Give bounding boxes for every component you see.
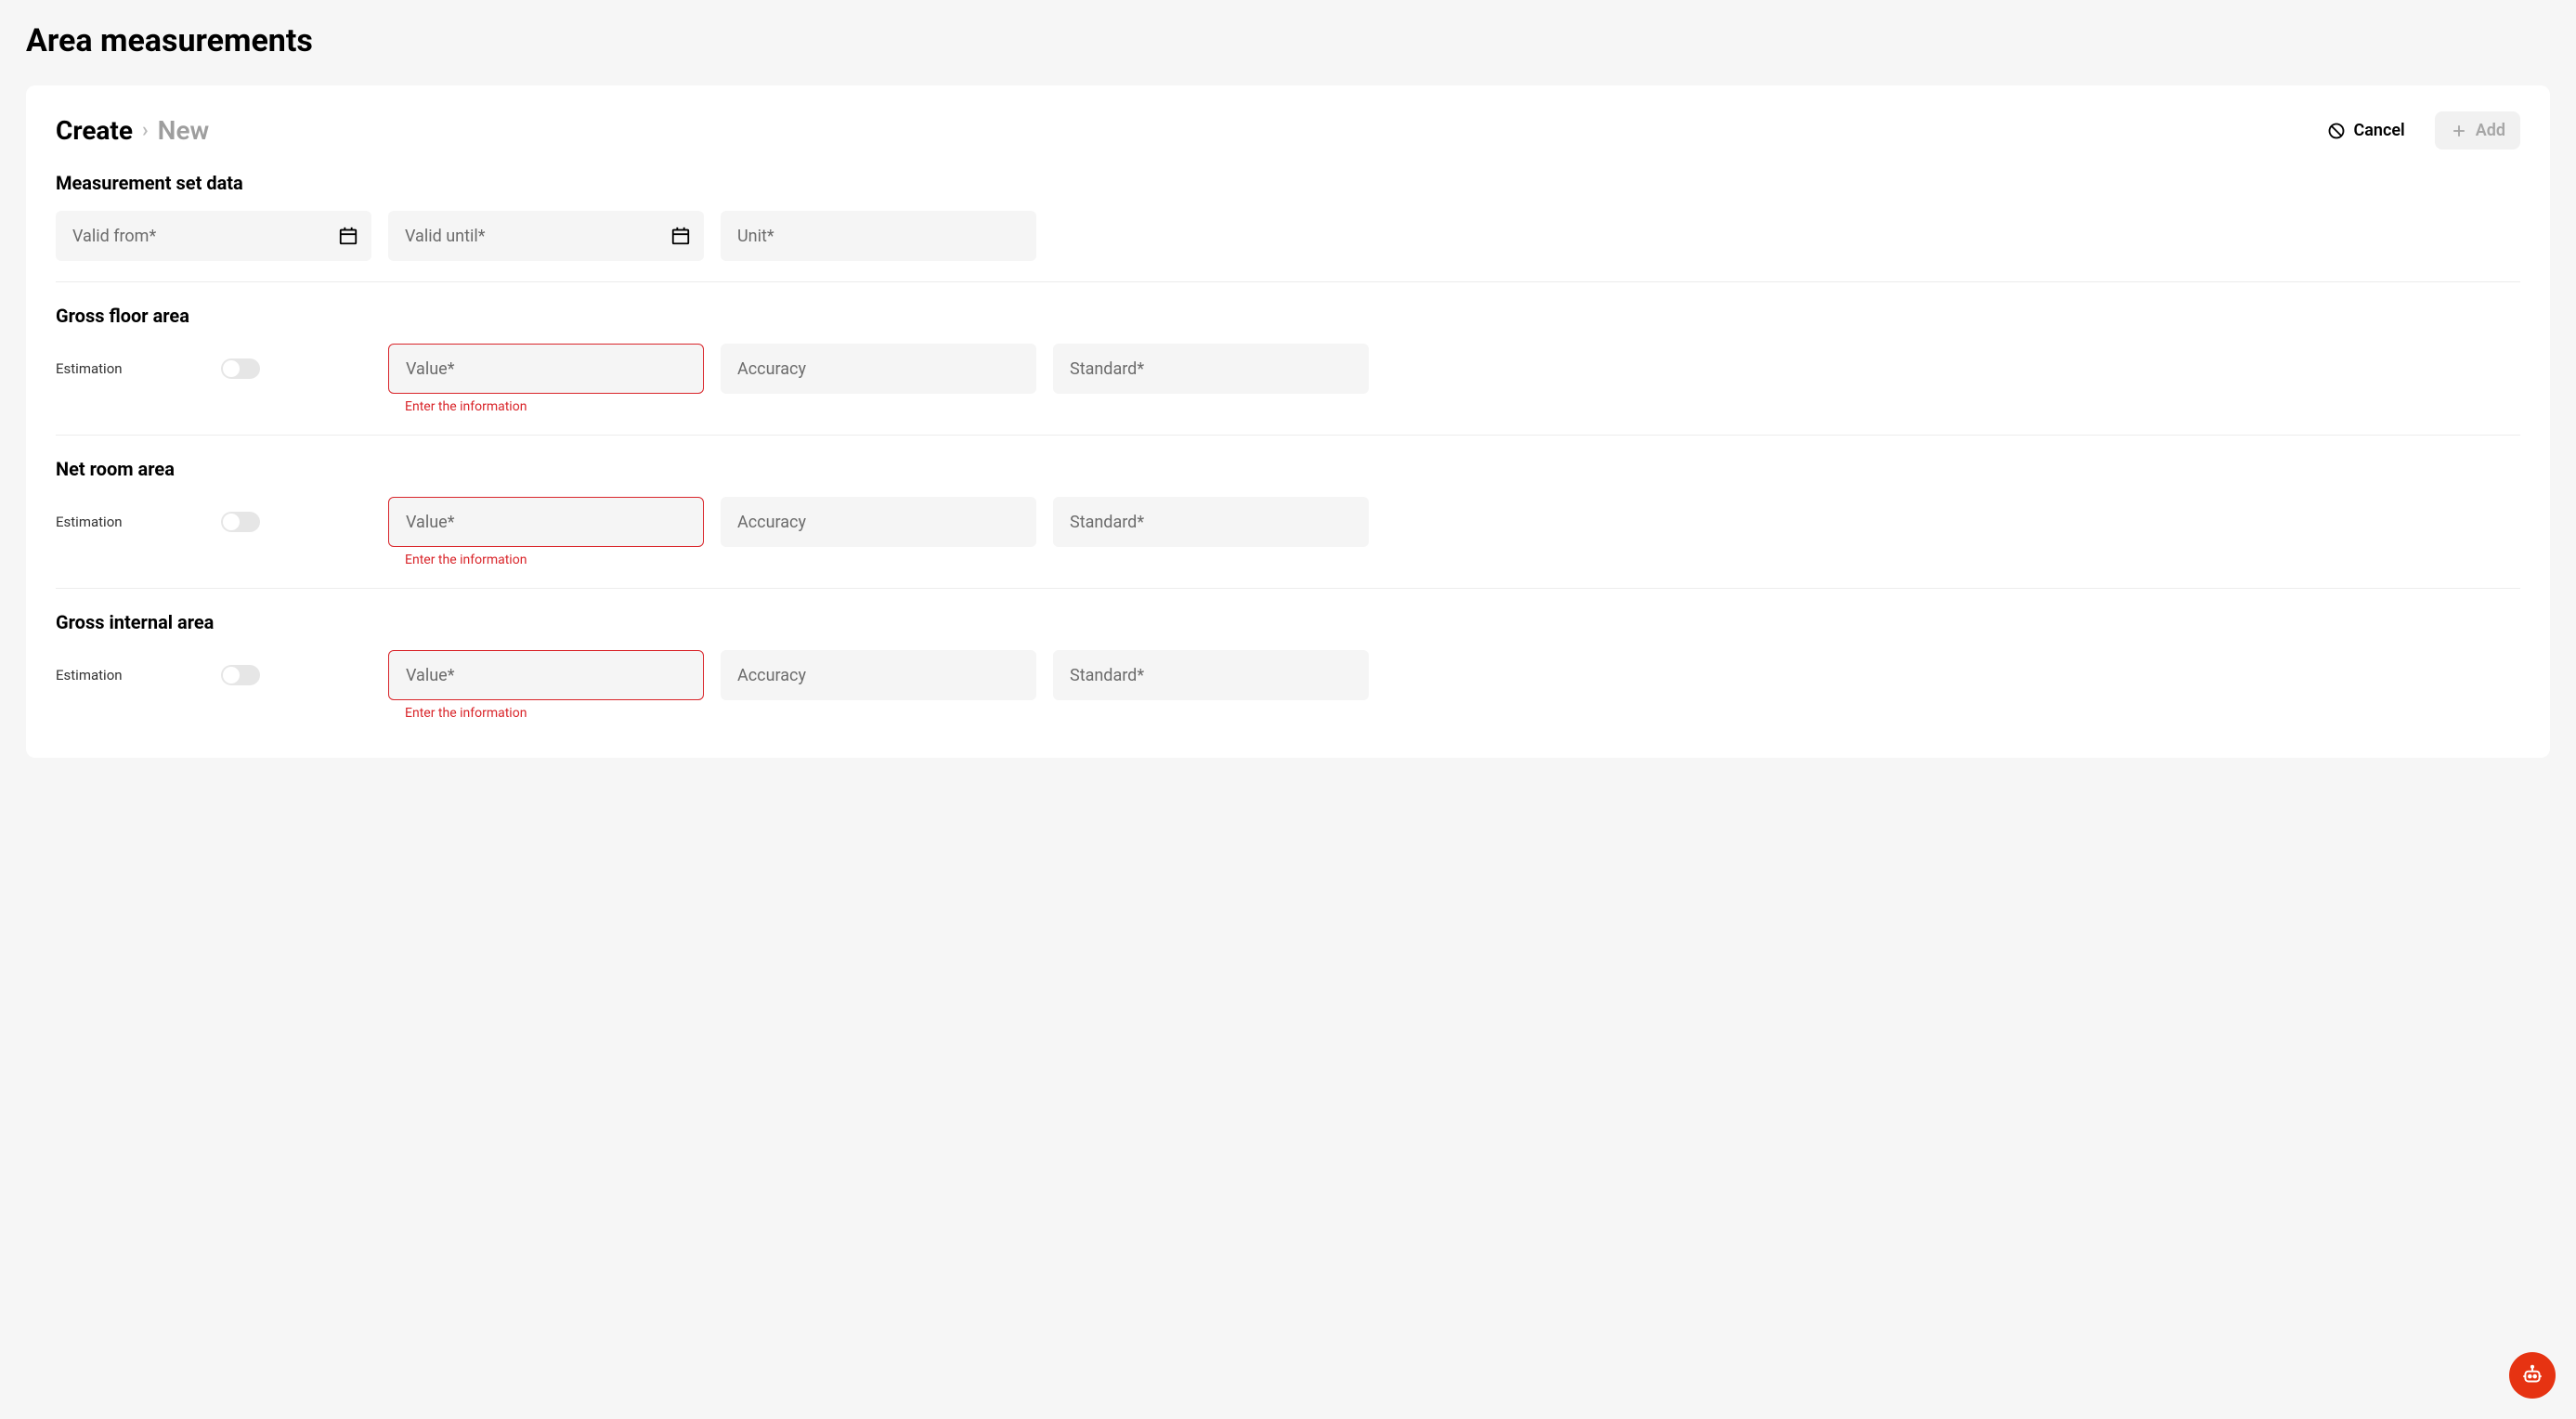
estimation-toggle[interactable]	[221, 512, 260, 532]
accuracy-field-wrap: Accuracy	[721, 650, 1036, 700]
standard-field-wrap: Standard*	[1053, 497, 1369, 547]
valid-from-label: Valid from*	[72, 227, 156, 246]
plus-icon	[2450, 122, 2468, 140]
estimation-col: Estimation	[56, 344, 371, 379]
section-title-set-data: Measurement set data	[56, 172, 2520, 194]
form-card: Create › New Cancel Add	[26, 85, 2550, 758]
accuracy-field[interactable]: Accuracy	[721, 344, 1036, 394]
valid-until-field[interactable]: Valid until*	[388, 211, 704, 261]
unit-field[interactable]: Unit*	[721, 211, 1036, 261]
value-error: Enter the information	[388, 399, 704, 414]
divider	[56, 435, 2520, 436]
value-field[interactable]: Value*	[388, 344, 704, 394]
accuracy-field[interactable]: Accuracy	[721, 497, 1036, 547]
breadcrumb-primary: Create	[56, 115, 133, 146]
accuracy-label: Accuracy	[737, 359, 806, 379]
accuracy-field-wrap: Accuracy	[721, 497, 1036, 547]
accuracy-label: Accuracy	[737, 666, 806, 685]
value-error: Enter the information	[388, 706, 704, 721]
bot-icon	[2520, 1363, 2544, 1387]
unit-label: Unit*	[737, 227, 774, 246]
standard-field[interactable]: Standard*	[1053, 344, 1369, 394]
standard-label: Standard*	[1070, 666, 1144, 685]
standard-field-wrap: Standard*	[1053, 344, 1369, 394]
net-room-row: Estimation Value* Enter the information …	[56, 497, 2520, 567]
action-buttons: Cancel Add	[2312, 111, 2520, 150]
add-button-label: Add	[2476, 121, 2505, 140]
estimation-label: Estimation	[56, 667, 123, 683]
accuracy-label: Accuracy	[737, 513, 806, 532]
standard-label: Standard*	[1070, 359, 1144, 379]
divider	[56, 588, 2520, 589]
cancel-button[interactable]: Cancel	[2312, 111, 2419, 150]
divider	[56, 281, 2520, 282]
value-error: Enter the information	[388, 553, 704, 567]
cancel-button-label: Cancel	[2353, 121, 2404, 140]
value-field-wrap: Value* Enter the information	[388, 650, 704, 721]
add-button[interactable]: Add	[2435, 111, 2520, 150]
breadcrumb-secondary: New	[158, 115, 210, 146]
estimation-col: Estimation	[56, 497, 371, 532]
gross-internal-row: Estimation Value* Enter the information …	[56, 650, 2520, 721]
page: Area measurements Create › New Cancel	[0, 0, 2576, 780]
accuracy-field[interactable]: Accuracy	[721, 650, 1036, 700]
standard-label: Standard*	[1070, 513, 1144, 532]
gross-floor-row: Estimation Value* Enter the information …	[56, 344, 2520, 414]
card-header: Create › New Cancel Add	[56, 111, 2520, 150]
value-label: Value*	[406, 513, 454, 532]
value-field[interactable]: Value*	[388, 650, 704, 700]
section-title-net-room: Net room area	[56, 458, 2520, 480]
section-title-gross-floor: Gross floor area	[56, 305, 2520, 327]
value-label: Value*	[406, 666, 454, 685]
section-title-gross-internal: Gross internal area	[56, 611, 2520, 633]
estimation-toggle[interactable]	[221, 358, 260, 379]
chatbot-fab[interactable]	[2509, 1352, 2556, 1399]
value-field[interactable]: Value*	[388, 497, 704, 547]
value-field-wrap: Value* Enter the information	[388, 497, 704, 567]
accuracy-field-wrap: Accuracy	[721, 344, 1036, 394]
estimation-label: Estimation	[56, 514, 123, 530]
standard-field[interactable]: Standard*	[1053, 497, 1369, 547]
breadcrumb: Create › New	[56, 115, 209, 146]
set-data-row: Valid from* Valid until* Unit*	[56, 211, 2520, 261]
calendar-icon	[338, 226, 358, 246]
estimation-col: Estimation	[56, 650, 371, 685]
valid-until-label: Valid until*	[405, 227, 485, 246]
estimation-label: Estimation	[56, 360, 123, 377]
page-title: Area measurements	[26, 22, 2550, 59]
standard-field[interactable]: Standard*	[1053, 650, 1369, 700]
value-label: Value*	[406, 359, 454, 379]
value-field-wrap: Value* Enter the information	[388, 344, 704, 414]
valid-from-field[interactable]: Valid from*	[56, 211, 371, 261]
calendar-icon	[670, 226, 691, 246]
estimation-toggle[interactable]	[221, 665, 260, 685]
standard-field-wrap: Standard*	[1053, 650, 1369, 700]
chevron-right-icon: ›	[142, 119, 149, 142]
cancel-icon	[2327, 122, 2346, 140]
